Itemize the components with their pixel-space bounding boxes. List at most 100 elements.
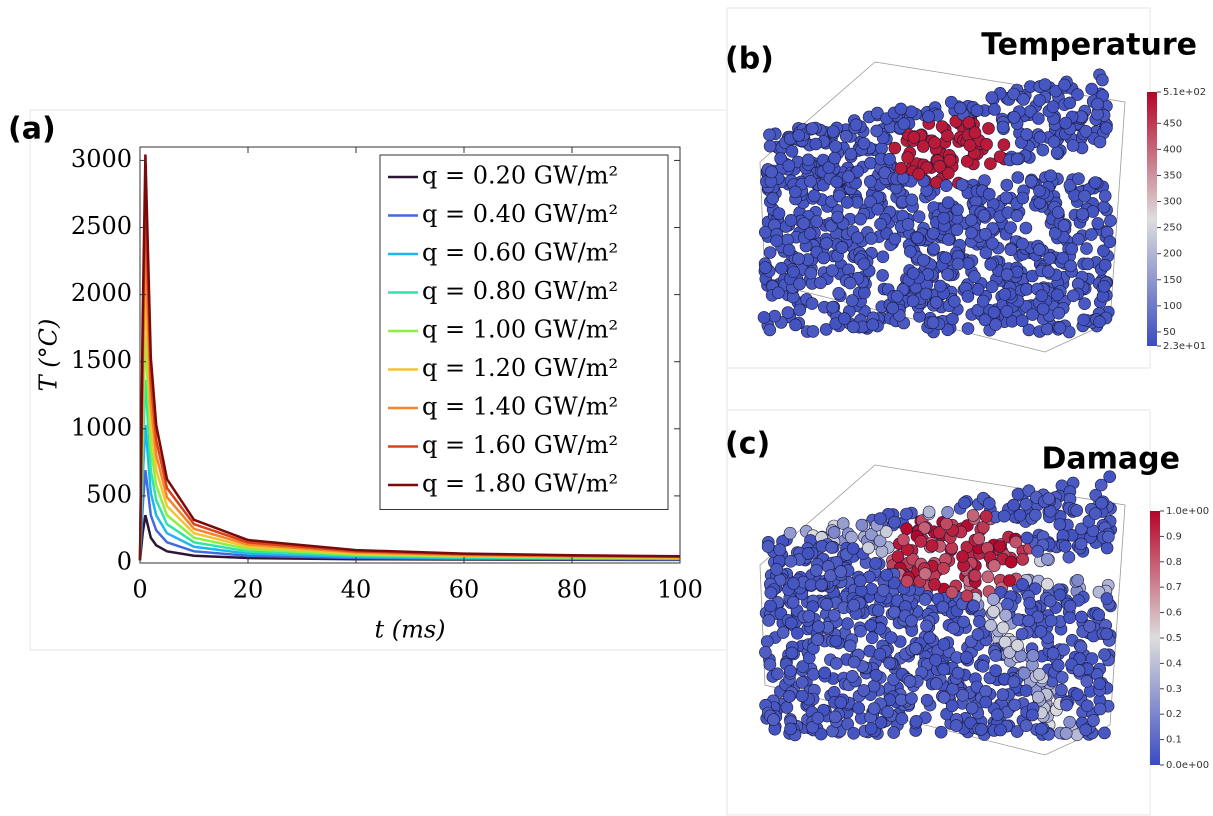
particle: [1065, 242, 1079, 256]
particle: [988, 103, 1001, 116]
particle: [818, 666, 832, 680]
particle: [965, 701, 979, 715]
particle: [1046, 646, 1060, 660]
particle: [1103, 470, 1116, 484]
particle: [827, 608, 841, 622]
particle: [1059, 539, 1072, 553]
particle: [958, 496, 971, 510]
particle: [829, 634, 843, 648]
particle: [1035, 289, 1049, 303]
particle: [887, 576, 901, 590]
particle: [1032, 690, 1045, 704]
particle: [1080, 674, 1094, 688]
legend-label: q = 1.60 GW/m²: [422, 431, 618, 459]
particle: [1093, 135, 1107, 149]
particle: [826, 300, 840, 314]
y-tick-label: 1500: [71, 346, 132, 374]
particle: [770, 562, 783, 576]
colorbar-tick-label: 0.3: [1166, 684, 1182, 695]
legend-label: q = 1.40 GW/m²: [422, 393, 618, 421]
particle: [944, 95, 958, 109]
particle: [1091, 217, 1105, 230]
legend-label: q = 1.00 GW/m²: [422, 316, 618, 344]
particle: [937, 691, 951, 704]
particle: [1049, 84, 1063, 98]
particle: [1058, 78, 1071, 92]
particle: [1029, 508, 1042, 522]
particle: [1089, 507, 1102, 520]
particle: [1063, 599, 1077, 613]
particle: [864, 528, 878, 541]
particle: [774, 261, 788, 275]
particle: [1016, 578, 1029, 591]
particle: [894, 162, 908, 175]
particle: [768, 309, 782, 323]
particle: [784, 616, 798, 630]
particle: [982, 122, 995, 135]
particle: [840, 196, 854, 209]
particle: [888, 515, 901, 529]
x-tick-label: 0: [132, 576, 147, 604]
particle: [976, 294, 990, 308]
particle: [1016, 237, 1029, 251]
particle: [846, 542, 860, 555]
particle: [997, 138, 1011, 151]
particle: [1043, 251, 1056, 265]
particle: [997, 509, 1011, 523]
particle: [1004, 221, 1017, 234]
particle: [887, 605, 901, 619]
particle: [1095, 496, 1108, 510]
particle: [886, 301, 900, 315]
particle: [937, 211, 951, 225]
particle: [836, 517, 850, 530]
particle: [1026, 649, 1040, 662]
y-tick-label: 1000: [71, 413, 132, 441]
particle: [1024, 175, 1038, 188]
panel-label: (c): [725, 427, 770, 462]
particle: [1066, 139, 1080, 152]
particle: [895, 712, 909, 725]
particle: [1087, 714, 1100, 727]
particle: [781, 306, 795, 319]
particle: [984, 157, 997, 170]
particle: [957, 615, 971, 629]
particle: [979, 509, 993, 523]
colorbar-tick-label: 450: [1163, 118, 1182, 129]
particle: [1033, 131, 1047, 144]
colorbar-tick-label: 0.8: [1166, 557, 1182, 568]
particle: [801, 153, 815, 167]
particle: [776, 626, 790, 639]
particle: [865, 631, 879, 645]
particle: [1094, 478, 1108, 492]
particle: [941, 323, 955, 337]
x-tick-label: 40: [341, 576, 372, 604]
particle: [984, 258, 998, 271]
particle: [846, 669, 859, 683]
particle: [986, 237, 999, 250]
particle: [979, 695, 993, 709]
particle: [1014, 649, 1028, 663]
particle: [766, 192, 780, 205]
colorbar-tick-label: 0.6: [1166, 608, 1182, 619]
particle: [900, 522, 913, 536]
series-line: [138, 154, 681, 561]
particle: [834, 696, 848, 709]
particle: [917, 253, 930, 267]
particle: [1033, 94, 1046, 107]
particle: [762, 614, 776, 627]
particle: [828, 710, 842, 724]
particle: [918, 567, 932, 581]
particle: [970, 104, 984, 117]
y-tick-label: 500: [86, 480, 132, 508]
particle: [945, 541, 959, 555]
particle: [1063, 611, 1077, 625]
particle: [857, 137, 871, 150]
particle: [909, 714, 923, 728]
particle: [784, 554, 798, 568]
particle: [780, 701, 794, 714]
particle: [1085, 82, 1098, 96]
legend-label: q = 0.20 GW/m²: [422, 162, 618, 190]
y-tick-label: 3000: [71, 145, 132, 173]
particle: [1046, 100, 1060, 113]
particle: [1098, 726, 1111, 740]
